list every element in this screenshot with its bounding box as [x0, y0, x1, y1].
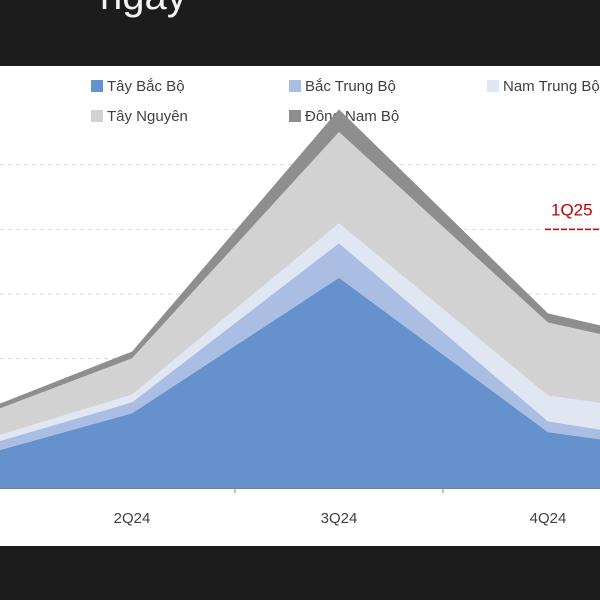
- legend-swatch: [487, 80, 499, 92]
- legend-label: Tây Bắc Bộ: [107, 78, 185, 95]
- legend-label: Bắc Trung Bộ: [305, 78, 396, 95]
- top-header-band: ngày: [0, 0, 600, 66]
- bottom-band: [0, 546, 600, 600]
- x-tick-label: 3Q24: [321, 510, 358, 527]
- legend-swatch: [289, 110, 301, 122]
- legend-swatch: [91, 110, 103, 122]
- chart-panel: Tây Bắc Bộ Bắc Trung Bộ Nam Trung Bộ Tây Ng…: [0, 66, 600, 546]
- legend-label: Tây Nguyên: [107, 108, 188, 125]
- legend-swatch: [91, 80, 103, 92]
- stacked-area-chart: Tây Bắc Bộ Bắc Trung Bộ Nam Trung Bộ Tây Ng…: [0, 66, 600, 546]
- legend-label: Nam Trung Bộ: [503, 78, 600, 95]
- page-title-fragment: ngày: [100, 0, 187, 19]
- area-series-group: [0, 109, 600, 488]
- x-tick-label: 2Q24: [114, 510, 151, 527]
- x-tick-label: 4Q24: [530, 510, 567, 527]
- annotation-group: 1Q25: [545, 200, 600, 229]
- legend-swatch: [289, 80, 301, 92]
- annotation-label: 1Q25: [551, 200, 593, 219]
- x-axis: 2Q24 3Q24 4Q24: [0, 488, 600, 527]
